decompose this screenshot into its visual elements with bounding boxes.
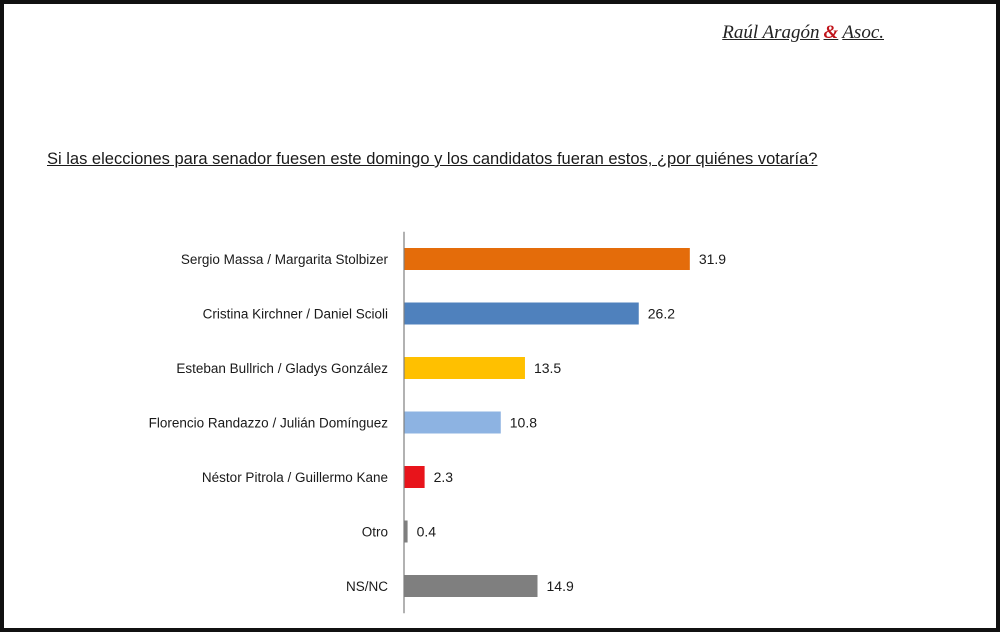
value-label-otro: 0.4 <box>417 524 437 540</box>
category-label-cristina-kirchner-daniel-scioli: Cristina Kirchner / Daniel Scioli <box>203 307 388 322</box>
category-label-sergio-massa-margarita-stolbizer: Sergio Massa / Margarita Stolbizer <box>181 252 389 267</box>
value-label-sergio-massa-margarita-stolbizer: 31.9 <box>699 251 726 267</box>
bars-group: Sergio Massa / Margarita Stolbizer 31.9 Cr… <box>149 248 726 597</box>
bar-sergio-massa-margarita-stolbizer <box>404 248 690 270</box>
bar-otro <box>404 520 408 543</box>
category-label-ns-nc: NS/NC <box>346 579 388 594</box>
value-label-ns-nc: 14.9 <box>547 578 574 594</box>
value-label-esteban-bullrich-gladys-gonzalez: 13.5 <box>534 360 561 376</box>
category-label-nestor-pitrola-guillermo-kane: Néstor Pitrola / Guillermo Kane <box>202 470 388 485</box>
value-label-nestor-pitrola-guillermo-kane: 2.3 <box>434 469 454 485</box>
bar-nestor-pitrola-guillermo-kane <box>404 466 425 488</box>
bar-florencio-randazzo-julian-dominguez <box>404 411 501 434</box>
brand-logo: Raúl Aragón & Asoc. <box>722 22 884 44</box>
bar-esteban-bullrich-gladys-gonzalez <box>404 357 525 379</box>
value-label-florencio-randazzo-julian-dominguez: 10.8 <box>510 415 537 431</box>
category-label-esteban-bullrich-gladys-gonzalez: Esteban Bullrich / Gladys González <box>176 361 388 376</box>
bar-ns-nc <box>404 575 538 597</box>
brand-suffix: Asoc. <box>842 22 884 43</box>
category-label-florencio-randazzo-julian-dominguez: Florencio Randazzo / Julián Domínguez <box>149 416 389 431</box>
brand-ampersand: & <box>823 22 839 43</box>
category-label-otro: Otro <box>362 525 388 540</box>
bar-cristina-kirchner-daniel-scioli <box>404 302 639 325</box>
brand-name: Raúl Aragón <box>722 22 820 43</box>
chart-title: Si las elecciones para senador fuesen es… <box>47 150 818 168</box>
value-label-cristina-kirchner-daniel-scioli: 26.2 <box>648 306 675 322</box>
